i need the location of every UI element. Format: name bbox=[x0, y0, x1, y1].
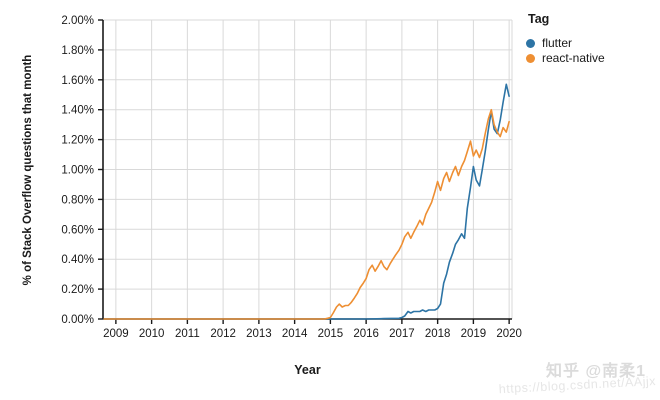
series-line-flutter[interactable] bbox=[103, 83, 510, 320]
x-tick-label: 2012 bbox=[210, 328, 236, 340]
y-tick-label: 0.00% bbox=[61, 314, 94, 326]
x-tick-label: 2013 bbox=[246, 328, 272, 340]
y-tick-label: 0.60% bbox=[61, 224, 94, 236]
x-tick-label: 2017 bbox=[389, 328, 415, 340]
react-native-series-dot-icon bbox=[526, 53, 535, 63]
x-tick-label: 2018 bbox=[425, 328, 451, 340]
y-tick-label: 1.60% bbox=[61, 75, 94, 87]
y-tick-label: 0.20% bbox=[61, 284, 94, 296]
y-tick-label: 0.40% bbox=[61, 254, 94, 266]
legend-label-flutter: flutter bbox=[542, 36, 573, 50]
y-tick-label: 1.00% bbox=[61, 165, 94, 177]
x-tick-label: 2020 bbox=[496, 328, 522, 340]
x-tick-label: 2015 bbox=[318, 328, 344, 340]
x-tick-label: 2014 bbox=[282, 328, 308, 340]
y-axis-title: % of Stack Overflow questions that month bbox=[22, 54, 34, 286]
y-tick-label: 0.80% bbox=[61, 194, 94, 206]
x-tick-label: 2011 bbox=[175, 328, 200, 340]
zhihu-watermark: 知乎 @南柔1 bbox=[546, 363, 646, 380]
legend-item-flutter[interactable]: flutter bbox=[524, 36, 654, 50]
y-tick-label: 1.80% bbox=[61, 45, 94, 57]
x-tick-label: 2016 bbox=[353, 328, 379, 340]
x-tick-label: 2019 bbox=[461, 328, 487, 340]
y-tick-label: 1.20% bbox=[61, 135, 94, 147]
legend-label-react-native: react-native bbox=[542, 51, 605, 65]
y-tick-label: 1.40% bbox=[61, 105, 94, 117]
legend-title: Tag bbox=[528, 12, 550, 26]
legend-item-react-native[interactable]: react-native bbox=[524, 51, 654, 65]
x-axis-title: Year bbox=[294, 363, 321, 377]
series-line-react-native[interactable] bbox=[103, 108, 510, 320]
flutter-series-dot-icon bbox=[526, 38, 535, 48]
chart-legend: Tag flutter react-native bbox=[524, 12, 654, 66]
x-tick-label: 2009 bbox=[103, 328, 129, 340]
y-tick-label: 2.00% bbox=[61, 15, 94, 27]
x-tick-label: 2010 bbox=[139, 328, 165, 340]
